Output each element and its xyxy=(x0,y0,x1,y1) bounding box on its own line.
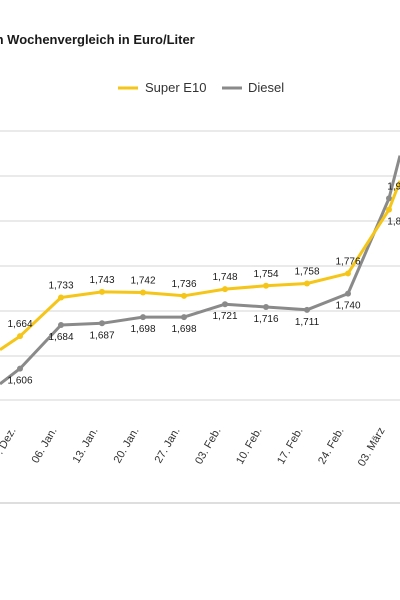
value-label-diesel-7: 1,711 xyxy=(295,317,320,328)
legend-label-super-e10: Super E10 xyxy=(145,80,206,95)
x-tick-label-3: 20. Jan. xyxy=(112,426,142,466)
chart-title: m Wochenvergleich in Euro/Liter xyxy=(0,32,195,47)
value-label-super-e10-3: 1,742 xyxy=(130,275,155,286)
value-label-diesel-2: 1,687 xyxy=(89,330,114,341)
point-diesel-8 xyxy=(345,290,351,297)
x-tick-label-4: 27. Jan. xyxy=(153,426,183,466)
value-label-super-e10-9: 1,89 xyxy=(387,217,400,228)
value-label-diesel-0: 1,606 xyxy=(7,376,32,387)
value-label-super-e10-5: 1,748 xyxy=(212,272,237,283)
value-label-diesel-5: 1,721 xyxy=(212,311,237,322)
point-diesel-5 xyxy=(222,301,228,308)
x-tick-label-5: 03. Feb. xyxy=(193,426,224,467)
x-tick-label-0: . Dez. xyxy=(0,426,19,457)
point-diesel-4 xyxy=(181,314,187,321)
point-super-e10-2 xyxy=(99,288,105,295)
point-diesel-2 xyxy=(99,320,105,327)
series-line-super-e10 xyxy=(0,180,400,351)
point-super-e10-9 xyxy=(386,206,392,213)
value-label-super-e10-1: 1,733 xyxy=(48,281,73,292)
point-diesel-6 xyxy=(263,304,269,311)
legend-label-diesel: Diesel xyxy=(248,80,284,95)
point-super-e10-7 xyxy=(304,280,310,287)
x-tick-label-7: 17. Feb. xyxy=(275,426,306,467)
point-super-e10-0 xyxy=(17,333,23,340)
point-super-e10-6 xyxy=(263,282,269,289)
value-label-super-e10-4: 1,736 xyxy=(171,279,196,290)
point-super-e10-4 xyxy=(181,292,187,299)
value-label-super-e10-7: 1,758 xyxy=(294,267,319,278)
point-super-e10-3 xyxy=(140,289,146,296)
value-label-diesel-3: 1,698 xyxy=(130,324,155,335)
value-label-diesel-8: 1,740 xyxy=(335,301,360,312)
point-super-e10-5 xyxy=(222,286,228,293)
point-super-e10-8 xyxy=(345,270,351,277)
x-tick-label-9: 03. März xyxy=(356,426,388,469)
series-line-diesel xyxy=(0,155,400,386)
point-diesel-0 xyxy=(17,365,23,372)
point-diesel-1 xyxy=(58,321,64,328)
x-tick-labels: . Dez. 06. Jan. 13. Jan. 20. Jan. 27. Jan. 03… xyxy=(0,426,388,469)
legend: Super E10 Diesel xyxy=(118,80,284,95)
point-super-e10-1 xyxy=(58,294,64,301)
value-label-diesel-1: 1,684 xyxy=(48,332,73,343)
value-label-diesel-4: 1,698 xyxy=(171,324,196,335)
x-tick-label-1: 06. Jan. xyxy=(30,426,60,466)
value-labels: 1,664 1,733 1,743 1,742 1,736 1,748 1,754 1,758… xyxy=(7,181,400,386)
value-label-super-e10-6: 1,754 xyxy=(253,269,278,280)
value-label-diesel-6: 1,716 xyxy=(253,314,278,325)
value-label-super-e10-0: 1,664 xyxy=(7,319,32,330)
point-diesel-7 xyxy=(304,306,310,313)
x-tick-label-8: 24. Feb. xyxy=(316,426,347,467)
x-tick-label-2: 13. Jan. xyxy=(71,426,101,466)
series-layer xyxy=(0,155,400,386)
point-diesel-3 xyxy=(140,314,146,321)
point-diesel-9 xyxy=(386,195,392,202)
value-label-diesel-9: 1,91 xyxy=(387,181,400,192)
x-tick-label-6: 10. Feb. xyxy=(234,426,265,467)
value-label-super-e10-2: 1,743 xyxy=(89,275,114,286)
value-label-super-e10-8: 1,776 xyxy=(335,256,360,267)
